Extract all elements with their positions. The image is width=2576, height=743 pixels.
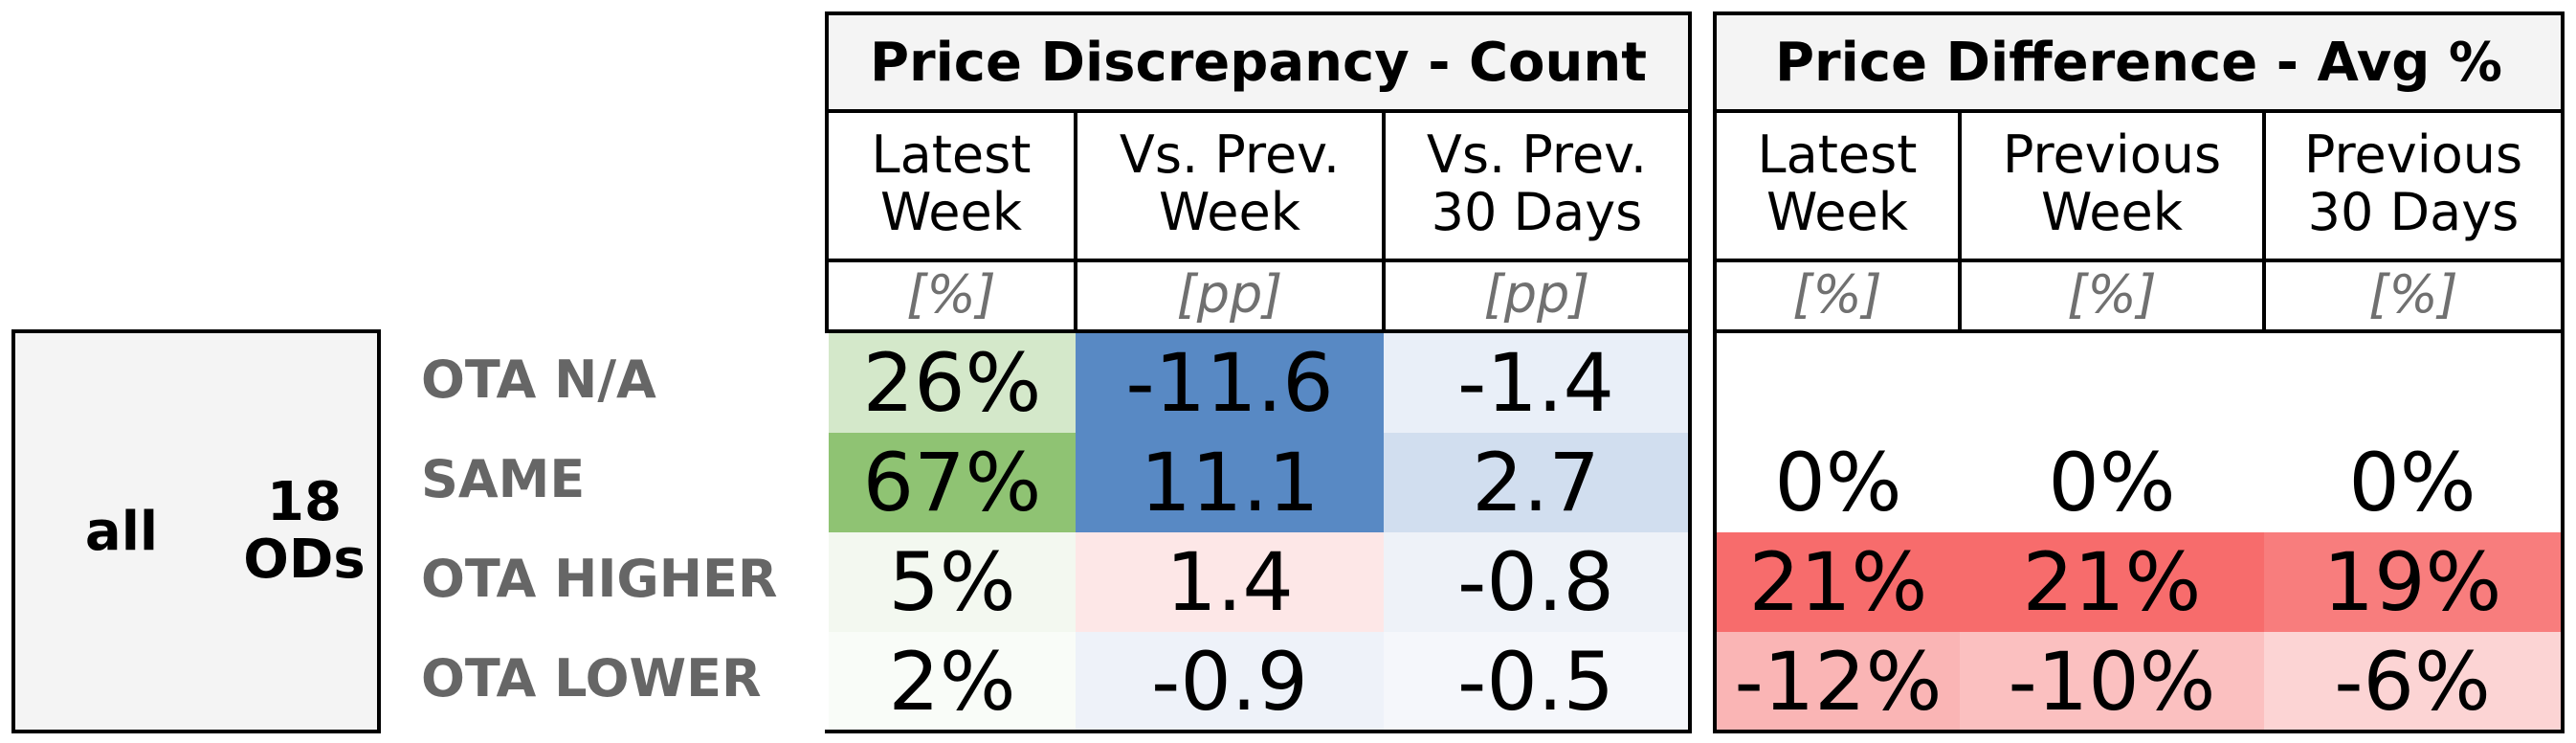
count-cell: -0.8 [1384,532,1688,632]
count-cell: -0.5 [1384,632,1688,732]
count-col-unit: [pp] [1382,259,1692,333]
group-divider [377,329,381,733]
group-label: all [84,500,159,563]
group-sublabel: 18 ODs [243,471,366,591]
diff-cell: 19% [2264,532,2561,632]
diff-cell [1960,333,2264,433]
diff-cell: -10% [1960,632,2264,732]
diff-col-header: Latest Week [1713,109,1962,262]
diff-cell: 0% [1717,433,1960,532]
diff-col-header: Previous Week [1958,109,2266,262]
diff-cell: -12% [1717,632,1960,732]
diff-cell [2264,333,2561,433]
count-cell: 2.7 [1384,433,1688,532]
diff-col-unit: [%] [2262,259,2565,333]
row-label-same: SAME [421,448,586,509]
count-cell: 26% [829,333,1076,433]
row-label-ota-lower: OTA LOWER [421,647,762,709]
count-cell: -1.4 [1384,333,1688,433]
count-col-unit: [pp] [1074,259,1386,333]
count-cell: -11.6 [1076,333,1384,433]
diff-cell: 0% [1960,433,2264,532]
diff-col-unit: [%] [1958,259,2266,333]
diff-cell: 21% [1960,532,2264,632]
diff-cell: 21% [1717,532,1960,632]
count-col-header: Latest Week [825,109,1077,262]
count-cell: 67% [829,433,1076,532]
count-col-header: Vs. Prev. 30 Days [1382,109,1692,262]
diff-table-border [1713,329,2565,733]
diff-cell: 0% [2264,433,2561,532]
row-label-ota-na: OTA N/A [421,349,656,410]
group-label-box [11,329,381,733]
count-col-unit: [%] [825,259,1077,333]
count-cell: 1.4 [1076,532,1384,632]
diff-col-unit: [%] [1713,259,1962,333]
count-cell: 2% [829,632,1076,732]
count-cell: 5% [829,532,1076,632]
count-table-title: Price Discrepancy - Count [825,11,1692,113]
diff-table-title: Price Difference - Avg % [1713,11,2565,113]
count-table-border [825,329,1692,733]
count-cell: 11.1 [1076,433,1384,532]
diff-cell: -6% [2264,632,2561,732]
diff-cell [1717,333,1960,433]
count-col-header: Vs. Prev. Week [1074,109,1386,262]
diff-col-header: Previous 30 Days [2262,109,2565,262]
count-cell: -0.9 [1076,632,1384,732]
row-label-ota-higher: OTA HIGHER [421,548,778,609]
